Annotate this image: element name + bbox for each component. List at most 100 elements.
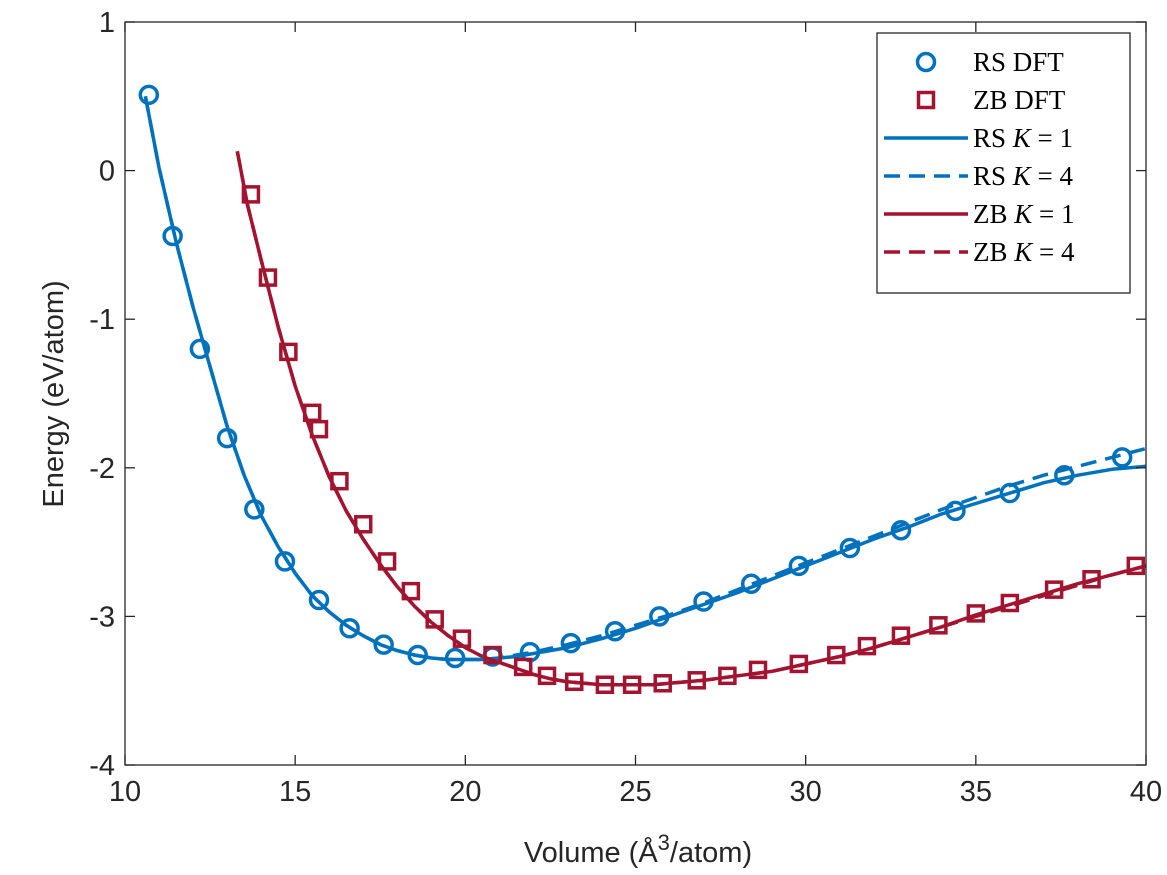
- zb-dft-point: [687, 671, 707, 690]
- zb-dft-point: [377, 552, 397, 571]
- legend-marker-circle: [915, 51, 937, 73]
- legend-label-suffix: = 4: [1031, 161, 1074, 191]
- legend-label-var: K: [1012, 123, 1033, 153]
- legend-label-suffix: = 4: [1032, 237, 1075, 267]
- zb-dft-point: [258, 268, 278, 287]
- y-tick-label: 1: [99, 7, 115, 39]
- legend-entry-rs-k-4: RS K = 4: [884, 161, 1074, 191]
- zb-dft-point: [595, 675, 615, 695]
- y-tick-label: -3: [89, 601, 115, 633]
- zb-dft-point: [718, 666, 737, 686]
- legend-label: RS DFT: [973, 47, 1064, 77]
- zb-dft-point: [513, 657, 533, 677]
- rs-dft-point: [839, 537, 861, 559]
- rs-dft-point: [1054, 464, 1075, 486]
- y-tick-label: -4: [89, 750, 115, 782]
- x-tick-label: 20: [449, 776, 481, 808]
- rs-dft-point: [189, 338, 211, 360]
- zb-dft-point: [564, 672, 584, 692]
- legend-label-var: K: [1012, 161, 1033, 191]
- zb-dft-point: [966, 604, 986, 623]
- legend-label-suffix: = 1: [1031, 123, 1073, 153]
- rs-dft-point: [604, 621, 626, 642]
- zb-dft-point: [452, 629, 472, 648]
- rs-dft-point: [216, 427, 238, 449]
- rs-dft-point: [162, 225, 183, 247]
- zb-dft-point: [1044, 580, 1064, 599]
- series-line-zb-k-4: [235, 150, 1146, 687]
- rs-dft-point: [740, 573, 762, 594]
- legend-entry-zb-k-1: ZB K = 1: [884, 199, 1075, 229]
- y-axis-title: Energy (eV/atom): [38, 280, 70, 507]
- rs-dft-point: [138, 84, 160, 106]
- rs-dft-point: [649, 606, 670, 627]
- zb-dft-point: [241, 185, 261, 204]
- rs-dft-point: [999, 482, 1021, 504]
- legend-label-prefix: ZB: [973, 237, 1014, 267]
- zb-dft-point: [622, 675, 642, 695]
- x-axis-title-superscript: 3: [658, 830, 670, 855]
- zb-dft-point: [425, 610, 444, 629]
- rs-dft-point: [788, 555, 810, 577]
- rs-dft-point: [339, 618, 360, 639]
- tick-labels-layer: 10 15 20 25 30 35 40 -4 -3 -2 -1 0 1: [89, 7, 1162, 808]
- rs-dft-point: [945, 500, 966, 522]
- zb-dft-point: [1126, 556, 1146, 576]
- zb-dft-point: [748, 660, 768, 680]
- zb-dft-point: [891, 626, 911, 645]
- x-axis-title: Volume (Å3/atom): [524, 830, 752, 869]
- zb-dft-point: [330, 471, 349, 491]
- zb-dft-point: [857, 636, 877, 656]
- rs-dft-point: [560, 632, 582, 654]
- legend-label: RS K = 1: [973, 123, 1073, 153]
- rs-dft-point: [274, 551, 296, 572]
- rs-dft-point: [373, 634, 394, 655]
- zb-dft-point: [929, 616, 948, 635]
- rs-dft-point: [890, 519, 912, 541]
- legend-label-var: K: [1013, 237, 1034, 267]
- zb-dft-point: [537, 666, 557, 686]
- zb-dft-point: [827, 645, 846, 665]
- zb-dft-point: [483, 645, 502, 665]
- x-tick-label: 10: [109, 776, 141, 808]
- legend-entry-zb-dft: ZB DFT: [916, 85, 1066, 115]
- x-tick-label: 40: [1130, 776, 1162, 808]
- x-axis-title-main: Volume (Å: [524, 836, 658, 869]
- rs-dft-point: [407, 644, 428, 666]
- x-axis-title-tail: /atom): [670, 837, 752, 869]
- zb-dft-point: [789, 654, 809, 674]
- rs-dft-point: [308, 589, 330, 611]
- zb-dft-point: [1082, 570, 1101, 589]
- x-tick-label: 35: [960, 776, 992, 808]
- legend-label-suffix: = 1: [1032, 199, 1074, 229]
- zb-dft-point: [279, 342, 298, 362]
- legend-label: RS K = 4: [973, 161, 1074, 191]
- axes-layer: [124, 21, 1147, 766]
- legend-label-prefix: ZB: [973, 199, 1014, 229]
- legend-marker-square: [916, 90, 936, 110]
- zb-dft-point: [653, 674, 672, 693]
- legend-label: ZB DFT: [973, 85, 1066, 115]
- legend-label-var: K: [1013, 199, 1034, 229]
- x-tick-label: 15: [279, 776, 311, 808]
- series-layer: [138, 84, 1146, 695]
- legend-label-prefix: RS: [973, 123, 1013, 153]
- legend-entry-rs-k-1: RS K = 1: [884, 123, 1073, 153]
- legend-label-prefix: RS: [973, 161, 1013, 191]
- rs-dft-point: [693, 591, 714, 612]
- legend-box: [876, 32, 1131, 294]
- y-tick-label: -1: [89, 304, 115, 336]
- legend-label: ZB K = 1: [973, 199, 1075, 229]
- x-tick-label: 25: [619, 776, 651, 808]
- legend-entry-rs-dft: RS DFT: [915, 47, 1064, 77]
- rs-dft-point: [244, 499, 265, 520]
- rs-dft-point: [444, 647, 466, 669]
- x-tick-label: 30: [790, 776, 822, 808]
- zb-dft-point: [309, 419, 329, 439]
- zb-dft-point: [353, 515, 373, 534]
- legend-label: ZB K = 4: [973, 237, 1075, 267]
- y-tick-label: 0: [99, 156, 115, 188]
- legend-entry-zb-k-4: ZB K = 4: [884, 237, 1075, 267]
